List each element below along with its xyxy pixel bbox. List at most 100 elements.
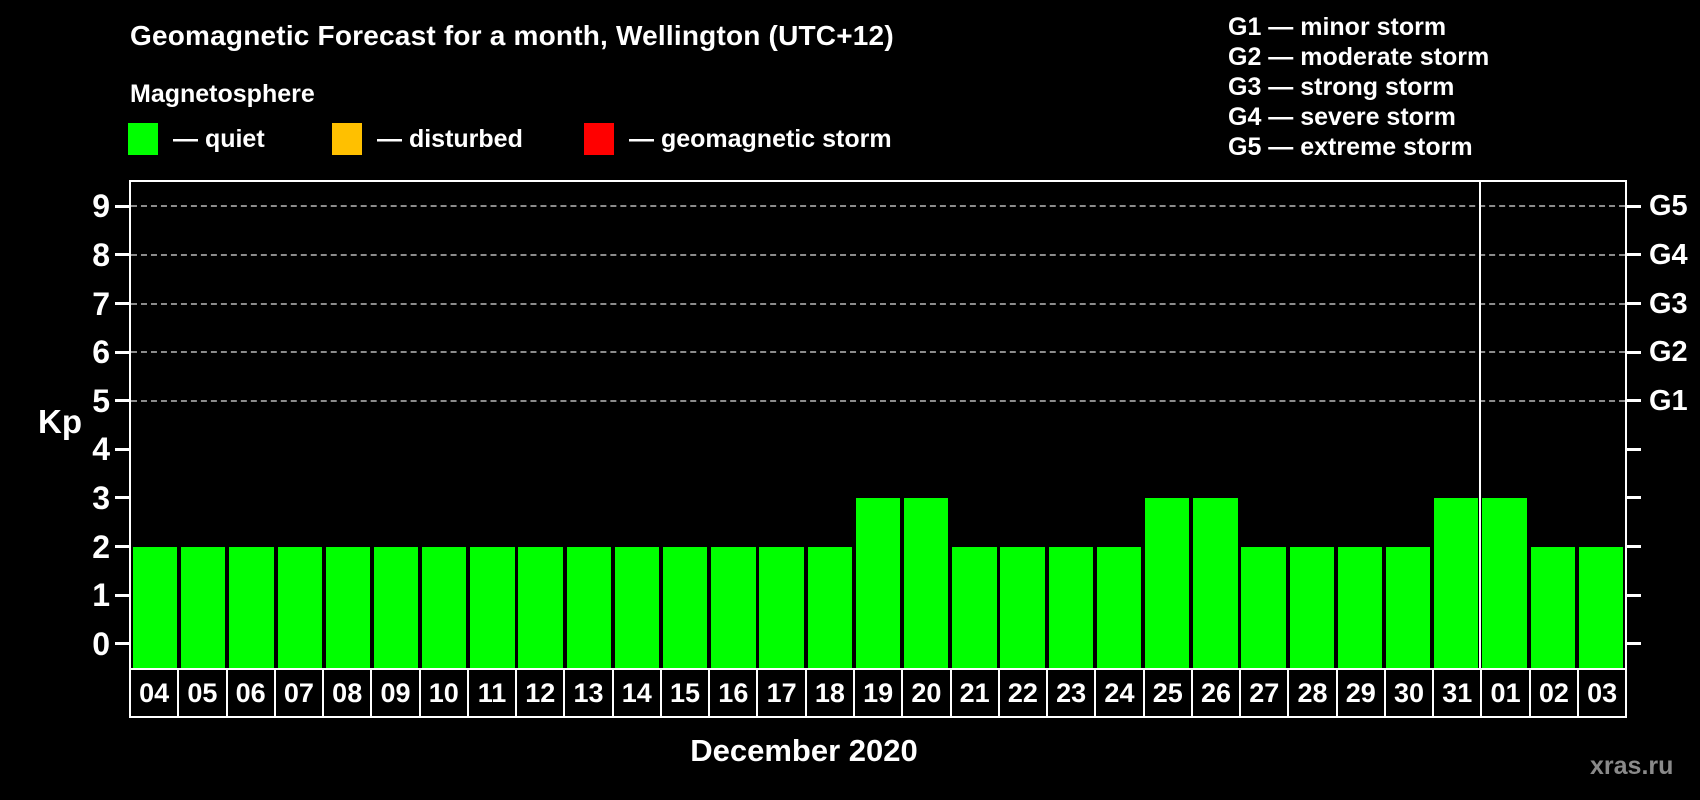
storm-scale-legend-g2: G2 — moderate storm <box>1228 43 1490 71</box>
day-label-cell-18: 18 <box>804 668 855 718</box>
legend-item-geomagnetic-storm: — geomagnetic storm <box>584 123 892 155</box>
kp-bar-day-06 <box>229 546 274 668</box>
day-label-cell-11: 11 <box>466 668 518 718</box>
kp-bar-day-08 <box>325 546 371 668</box>
day-label-cell-22: 22 <box>997 668 1049 718</box>
y-axis-tick-right-0 <box>1627 642 1641 646</box>
day-label-cell-15: 15 <box>659 668 711 718</box>
kp-bar-day-15 <box>663 546 708 668</box>
kp-bar-day-07 <box>277 546 322 668</box>
kp-bar-day-02 <box>1530 546 1575 668</box>
kp-bar-day-26 <box>1193 497 1238 668</box>
storm-color-swatch-icon <box>584 123 614 155</box>
g-axis-label-g1: G1 <box>1649 384 1688 417</box>
kp-bar-day-25 <box>1144 497 1190 668</box>
kp-bar-day-04 <box>132 546 178 668</box>
kp-bar-day-23 <box>1048 546 1093 668</box>
kp-bar-day-05 <box>181 546 226 668</box>
x-axis-day-labels: 04 05 06 07 08 09 10 11 12 13 14 15 16 17 18 19 20 21 22 23… <box>129 668 1628 718</box>
kp-bar-day-16 <box>711 546 756 668</box>
kp-bar-day-20 <box>904 497 949 668</box>
kp-bar-day-01 <box>1482 497 1527 668</box>
storm-scale-legend-g1: G1 — minor storm <box>1228 13 1447 41</box>
kp-bar-day-13 <box>566 546 611 668</box>
kp-bar-day-31 <box>1434 497 1479 668</box>
day-label-cell-09: 09 <box>370 668 421 718</box>
disturbed-color-swatch-icon <box>332 123 362 155</box>
legend-label-geomagnetic-storm: — geomagnetic storm <box>629 124 892 153</box>
y-tick-label-9: 9 <box>92 188 110 225</box>
y-tick-label-2: 2 <box>92 528 110 565</box>
y-tick-label-1: 1 <box>92 577 110 614</box>
y-tick-label-0: 0 <box>92 625 110 662</box>
g-axis-label-g5: G5 <box>1649 190 1688 223</box>
kp-bar-day-28 <box>1289 546 1334 668</box>
day-label-cell-21: 21 <box>949 668 1000 718</box>
y-tick-label-3: 3 <box>92 479 110 516</box>
kp-bar-day-09 <box>373 546 419 668</box>
month-divider-line <box>1479 182 1482 668</box>
storm-scale-legend-g3: G3 — strong storm <box>1228 73 1455 101</box>
storm-scale-legend: G1 — minor storm G2 — moderate storm G3 … <box>1228 12 1489 162</box>
y-axis-tick-right-8 <box>1627 253 1641 257</box>
day-label-cell-27: 27 <box>1239 668 1290 718</box>
day-label-cell-25: 25 <box>1142 668 1193 718</box>
y-tick-label-4: 4 <box>92 431 110 468</box>
kp-bar-day-11 <box>470 546 515 668</box>
y-axis-tick-left-8 <box>115 253 129 257</box>
day-label-cell-05: 05 <box>177 668 228 718</box>
kp-bar-day-10 <box>422 546 467 668</box>
y-axis-tick-right-7 <box>1627 302 1641 305</box>
y-axis-tick-right-1 <box>1627 593 1641 597</box>
kp-bar-day-18 <box>807 546 852 668</box>
y-tick-label-6: 6 <box>92 334 110 371</box>
day-label-cell-23: 23 <box>1046 668 1097 718</box>
y-axis-tick-left-2 <box>115 545 129 548</box>
grid-line-kp5 <box>131 399 1625 402</box>
kp-bar-day-12 <box>518 546 563 668</box>
y-axis-tick-right-6 <box>1627 350 1641 354</box>
chart-subtitle: Magnetosphere <box>130 80 315 108</box>
day-label-cell-30: 30 <box>1383 668 1435 718</box>
y-axis-tick-left-3 <box>115 496 129 500</box>
kp-bar-day-24 <box>1096 546 1142 668</box>
legend-label-quiet: — quiet <box>173 124 265 153</box>
day-label-cell-12: 12 <box>515 668 566 718</box>
y-axis-tick-left-4 <box>115 447 129 451</box>
day-label-cell-20: 20 <box>901 668 952 718</box>
legend-label-disturbed: — disturbed <box>377 124 523 153</box>
day-label-cell-02: 02 <box>1528 668 1579 718</box>
g-axis-label-g2: G2 <box>1649 336 1688 369</box>
y-axis-title: Kp <box>38 403 82 440</box>
kp-bar-day-22 <box>1000 546 1045 668</box>
storm-scale-legend-g5: G5 — extreme storm <box>1228 133 1473 161</box>
y-axis-tick-left-5 <box>115 399 129 403</box>
x-axis-title: December 2020 <box>690 733 918 768</box>
day-label-cell-06: 06 <box>225 668 276 718</box>
y-axis-tick-left-7 <box>115 302 129 305</box>
g-axis-label-g4: G4 <box>1649 238 1688 271</box>
day-label-cell-28: 28 <box>1287 668 1338 718</box>
y-axis-tick-right-9 <box>1627 204 1641 208</box>
y-axis-tick-right-3 <box>1627 496 1641 500</box>
y-axis-tick-right-5 <box>1627 399 1641 403</box>
day-label-cell-26: 26 <box>1190 668 1242 718</box>
day-label-cell-29: 29 <box>1335 668 1386 718</box>
y-axis-tick-left-6 <box>115 350 129 354</box>
day-label-cell-31: 31 <box>1432 668 1483 718</box>
y-axis-tick-left-0 <box>115 642 129 646</box>
legend-item-disturbed: — disturbed <box>332 123 523 155</box>
day-label-cell-19: 19 <box>852 668 904 718</box>
watermark: xras.ru <box>1590 752 1674 780</box>
grid-line-kp7 <box>131 302 1625 305</box>
day-label-cell-16: 16 <box>708 668 759 718</box>
grid-line-kp8 <box>131 253 1625 256</box>
grid-line-kp9 <box>131 205 1625 208</box>
y-tick-label-5: 5 <box>92 382 110 419</box>
day-label-cell-24: 24 <box>1094 668 1145 718</box>
day-label-cell-04: 04 <box>129 668 180 718</box>
chart-title: Geomagnetic Forecast for a month, Wellin… <box>130 20 894 51</box>
kp-bar-day-19 <box>855 497 901 668</box>
day-label-cell-07: 07 <box>273 668 325 718</box>
